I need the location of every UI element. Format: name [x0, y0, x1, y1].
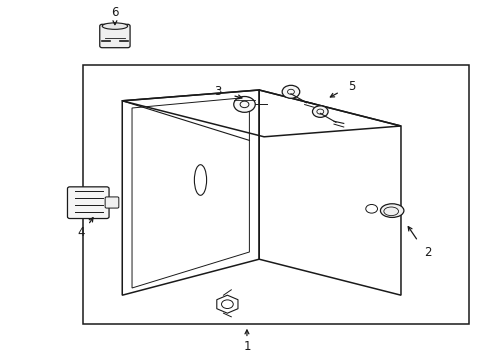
Text: 5: 5 [347, 80, 355, 93]
Text: 6: 6 [111, 6, 119, 19]
Circle shape [233, 96, 255, 112]
Ellipse shape [380, 204, 403, 217]
Circle shape [312, 106, 327, 117]
FancyBboxPatch shape [105, 197, 119, 208]
FancyBboxPatch shape [67, 187, 109, 219]
Circle shape [282, 85, 299, 98]
Text: 4: 4 [77, 226, 84, 239]
Text: 1: 1 [243, 340, 250, 353]
FancyBboxPatch shape [100, 24, 130, 48]
Bar [83, 65, 468, 324]
Text: 3: 3 [213, 85, 221, 98]
Ellipse shape [102, 23, 127, 30]
Text: 2: 2 [423, 246, 431, 258]
